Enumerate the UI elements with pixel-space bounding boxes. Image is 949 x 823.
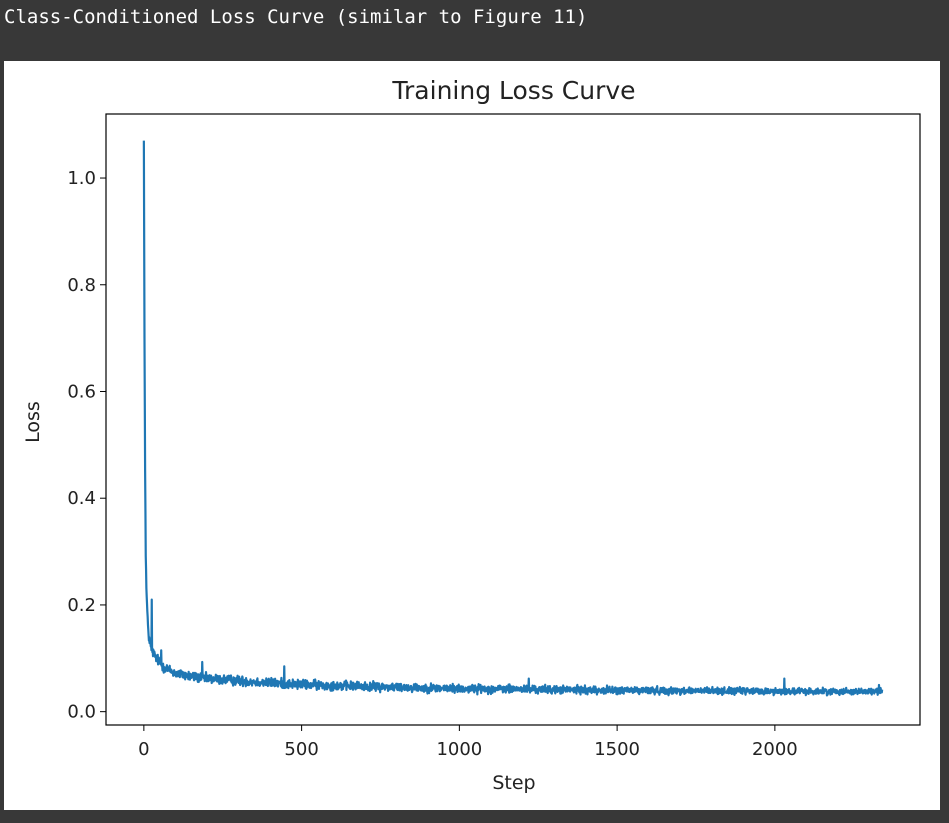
loss-series-line (142, 140, 884, 697)
y-tick-label: 0.8 (67, 275, 96, 296)
x-tick-label: 1000 (436, 739, 482, 760)
x-tick-label: 0 (138, 739, 149, 760)
chart-figure: Training Loss Curve 0 500 1000 1500 2000 0.0… (4, 61, 940, 810)
cell-output-title: Class-Conditioned Loss Curve (similar to… (4, 6, 588, 28)
y-tick-label: 0.2 (67, 595, 96, 616)
plot-frame (105, 113, 921, 726)
x-axis: 0 500 1000 1500 2000 (138, 725, 798, 760)
loss-chart: Training Loss Curve 0 500 1000 1500 2000 0.0… (22, 76, 921, 794)
plot-area (142, 140, 884, 697)
x-tick-label: 2000 (752, 739, 798, 760)
y-tick-label: 1.0 (67, 168, 96, 189)
y-tick-label: 0.6 (67, 381, 96, 402)
y-axis: 0.0 0.2 0.4 0.6 0.8 1.0 (67, 168, 106, 723)
x-tick-label: 500 (284, 739, 318, 760)
chart-title: Training Loss Curve (391, 76, 635, 105)
x-tick-label: 1500 (594, 739, 640, 760)
y-axis-title: Loss (22, 401, 44, 443)
y-tick-label: 0.4 (67, 488, 96, 509)
y-tick-label: 0.0 (67, 702, 96, 723)
x-axis-title: Step (492, 772, 535, 794)
